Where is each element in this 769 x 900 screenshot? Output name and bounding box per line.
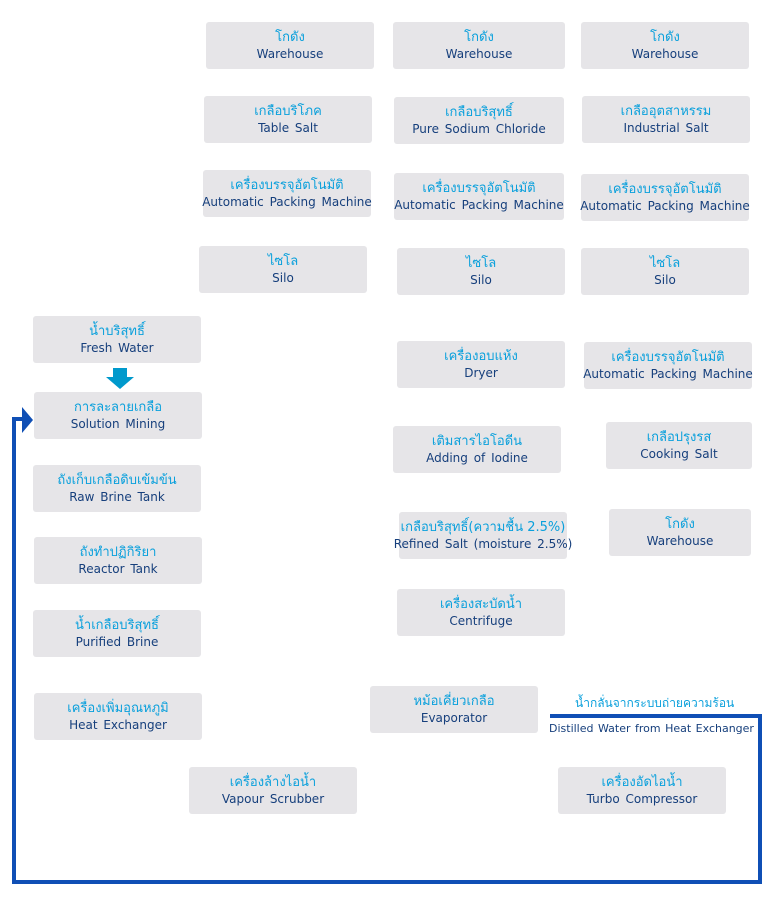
label-en: Table Salt [258, 120, 318, 135]
process-box-purified: น้ำเกลือบริสุทธิ์ Purified Brine [33, 610, 201, 657]
label-en: Industrial Salt [623, 120, 709, 135]
label-en: Heat Exchanger [69, 717, 167, 732]
label-th: เกลือบริโภค [254, 103, 322, 119]
process-box-dryer: เครื่องอบแห้ง Dryer [397, 341, 565, 388]
label-en: Purified Brine [75, 634, 159, 649]
label-en: Silo [272, 270, 294, 285]
process-box-cooking: เกลือปรุงรส Cooking Salt [606, 422, 752, 469]
label-th: ไซโล [267, 253, 299, 269]
process-box-pack1: เครื่องบรรจุอัตโนมัติ Automatic Packing M… [202, 170, 372, 217]
label-th: เครื่องบรรจุอัตโนมัติ [230, 177, 344, 193]
process-box-industrial: เกลืออุตสาหรรม Industrial Salt [582, 96, 750, 143]
label-en: Warehouse [646, 533, 714, 548]
label-en: Solution Mining [70, 416, 166, 431]
process-box-pack2: เครื่องบรรจุอัตโนมัติ Automatic Packing M… [394, 173, 564, 220]
label-th: น้ำเกลือบริสุทธิ์ [75, 617, 159, 633]
process-box-fresh: น้ำบริสุทธิ์ Fresh Water [33, 316, 201, 363]
label-th: เกลือบริสุทธิ์(ความชื้น 2.5%) [400, 519, 566, 535]
label-en: Silo [654, 272, 676, 287]
label-th: เติมสารไอโอดีน [431, 433, 523, 449]
label-th: ถังทำปฏิกิริยา [79, 544, 157, 560]
process-box-silo2: ไซโล Silo [397, 248, 565, 295]
label-en: Adding of Iodine [426, 450, 528, 465]
process-box-evaporator: หม้อเคี่ยวเกลือ Evaporator [370, 686, 538, 733]
label-en: Dryer [464, 365, 498, 380]
label-en: Warehouse [256, 46, 324, 61]
process-box-refined: เกลือบริสุทธิ์(ความชื้น 2.5%) Refined Sal… [394, 512, 572, 559]
process-box-wh4: โกดัง Warehouse [609, 509, 751, 556]
process-box-iodine: เติมสารไอโอดีน Adding of Iodine [393, 426, 561, 473]
label-en: Evaporator [420, 710, 488, 725]
label-en: Raw Brine Tank [69, 489, 165, 504]
process-box-reactor: ถังทำปฏิกิริยา Reactor Tank [34, 537, 202, 584]
label-th: โกดัง [275, 29, 305, 45]
label-th: โกดัง [665, 516, 695, 532]
process-box-mining: การละลายเกลือ Solution Mining [34, 392, 202, 439]
process-box-pack3: เครื่องบรรจุอัตโนมัติ Automatic Packing M… [580, 174, 750, 221]
process-box-scrubber: เครื่องล้างไอน้ำ Vapour Scrubber [189, 767, 357, 814]
label-th: น้ำบริสุทธิ์ [89, 323, 145, 339]
label-th: โกดัง [464, 29, 494, 45]
process-box-heat: เครื่องเพิ่มอุณหภูมิ Heat Exchanger [34, 693, 202, 740]
label-en: Reactor Tank [78, 561, 158, 576]
label-en: Automatic Packing Machine [394, 197, 564, 212]
label-en: Automatic Packing Machine [202, 194, 372, 209]
process-box-wh2: โกดัง Warehouse [393, 22, 565, 69]
process-box-table-salt: เกลือบริโภค Table Salt [204, 96, 372, 143]
label-en: Turbo Compressor [586, 791, 698, 806]
process-box-silo1: ไซโล Silo [199, 246, 367, 293]
label-th: เกลือบริสุทธิ์ [445, 104, 513, 120]
label-th: เกลืออุตสาหรรม [620, 103, 712, 119]
process-box-wh3: โกดัง Warehouse [581, 22, 749, 69]
label-en: Centrifuge [449, 613, 513, 628]
process-box-turbo: เครื่องอัดไอน้ำ Turbo Compressor [558, 767, 726, 814]
process-box-wh1: โกดัง Warehouse [206, 22, 374, 69]
label-th: ไซโล [465, 255, 497, 271]
label-th: เครื่องบรรจุอัตโนมัติ [422, 180, 536, 196]
distilled-water-label-th: น้ำกลั่นจากระบบถ่ายความร้อน [575, 696, 735, 710]
distilled-water-return-line [12, 417, 762, 884]
label-en: Refined Salt (moisture 2.5%) [393, 536, 573, 551]
process-box-silo3: ไซโล Silo [581, 248, 749, 295]
fresh-water-arrow [106, 368, 134, 389]
label-th: ถังเก็บเกลือดิบเข้มข้น [57, 472, 177, 488]
label-en: Warehouse [631, 46, 699, 61]
label-en: Fresh Water [80, 340, 154, 355]
label-th: โกดัง [650, 29, 680, 45]
label-th: เครื่องล้างไอน้ำ [229, 774, 317, 790]
label-en: Warehouse [445, 46, 513, 61]
label-en: Cooking Salt [640, 446, 718, 461]
process-box-raw: ถังเก็บเกลือดิบเข้มข้น Raw Brine Tank [33, 465, 201, 512]
distilled-water-label-en: Distilled Water from Heat Exchanger [549, 722, 754, 735]
label-th: เครื่องอัดไอน้ำ [601, 774, 683, 790]
label-th: เครื่องบรรจุอัตโนมัติ [611, 349, 725, 365]
label-th: เกลือปรุงรส [646, 429, 712, 445]
label-th: เครื่องบรรจุอัตโนมัติ [608, 181, 722, 197]
label-en: Automatic Packing Machine [583, 366, 753, 381]
process-box-pure-nacl: เกลือบริสุทธิ์ Pure Sodium Chloride [394, 97, 564, 144]
label-th: เครื่องเพิ่มอุณหภูมิ [67, 700, 169, 716]
label-en: Pure Sodium Chloride [412, 121, 546, 136]
return-arrow-head [22, 407, 33, 433]
process-box-centrifuge: เครื่องสะบัดน้ำ Centrifuge [397, 589, 565, 636]
label-th: การละลายเกลือ [73, 399, 163, 415]
label-en: Silo [470, 272, 492, 287]
label-th: หม้อเคี่ยวเกลือ [413, 693, 495, 709]
label-th: ไซโล [649, 255, 681, 271]
process-box-pack4: เครื่องบรรจุอัตโนมัติ Automatic Packing M… [583, 342, 753, 389]
label-en: Automatic Packing Machine [580, 198, 750, 213]
label-en: Vapour Scrubber [221, 791, 325, 806]
label-th: เครื่องอบแห้ง [444, 348, 518, 364]
label-th: เครื่องสะบัดน้ำ [439, 596, 523, 612]
